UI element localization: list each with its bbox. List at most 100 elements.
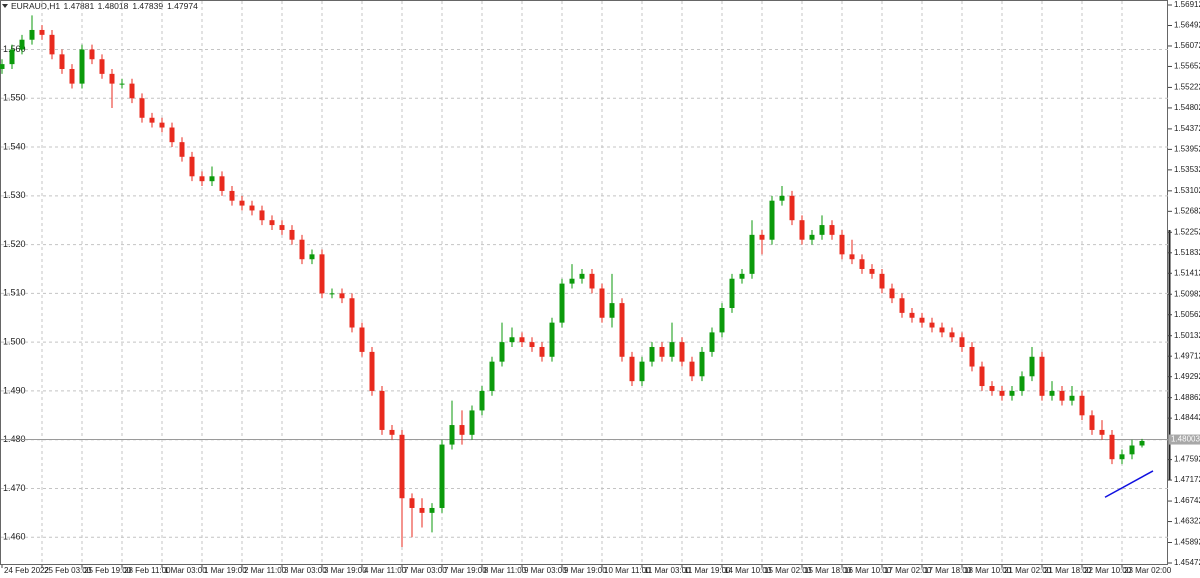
candle-body [69, 68, 75, 84]
x-tick-label: 15 Mar 02:00 [764, 566, 812, 575]
candle-body [739, 273, 745, 279]
candle-body [299, 239, 305, 260]
candle-body [369, 351, 375, 391]
x-tick-label: 16 Mar 10:00 [844, 566, 892, 575]
y-tick-label: 1.56492 [1174, 21, 1200, 30]
x-tick-label: 9 Mar 03:00 [524, 566, 567, 575]
candle-body [999, 390, 1005, 396]
candle-body [569, 278, 575, 284]
candle-body [49, 34, 55, 55]
grid-level-label: 1.560 [3, 44, 26, 54]
x-tick-label: 17 Mar 18:00 [924, 566, 972, 575]
candle-body [39, 29, 45, 35]
candle-body [579, 273, 585, 279]
candle-body [709, 332, 715, 352]
candle-body [239, 200, 245, 206]
candle-body [789, 195, 795, 221]
candle-body [539, 347, 545, 357]
x-tick-label: 11 Mar 19:00 [684, 566, 731, 575]
x-tick-label: 1 Mar 19:00 [204, 566, 247, 575]
candle-body [389, 429, 395, 435]
candle-body [949, 332, 955, 338]
candle-body [489, 361, 495, 391]
candle-body [9, 49, 15, 65]
candle-body [209, 176, 215, 182]
candle-body [849, 254, 855, 260]
candle-body [499, 342, 505, 362]
candle-body [1009, 390, 1015, 396]
candle-body [699, 351, 705, 377]
price-label-box [1169, 434, 1200, 445]
x-tick-label: 22 Mar 10:00 [1084, 566, 1132, 575]
symbol-dropdown[interactable] [2, 4, 8, 8]
candle-body [1029, 356, 1035, 377]
candle-body [639, 361, 645, 382]
candle-body [619, 303, 625, 357]
y-tick-label: 1.56072 [1174, 41, 1200, 50]
candle-body [479, 390, 485, 411]
x-tick-label: 17 Mar 02:00 [884, 566, 932, 575]
candle-body [649, 347, 655, 362]
x-tick-label: 7 Mar 03:00 [404, 566, 447, 575]
candle-body [19, 39, 25, 50]
candle-body [1099, 429, 1105, 435]
candle-body [1109, 434, 1115, 460]
x-tick-label: 14 Mar 10:00 [724, 566, 772, 575]
candle-body [829, 225, 835, 235]
candle-body [889, 288, 895, 299]
candle-body [459, 425, 465, 435]
candle-body [439, 444, 445, 508]
candle-body [809, 234, 815, 240]
candle-body [769, 200, 775, 240]
candle-body [979, 366, 985, 387]
candle-body [1139, 440, 1145, 446]
candle-body [549, 322, 555, 357]
candle-body [1059, 390, 1065, 401]
candle-body [909, 312, 915, 318]
x-tick-label: 18 Mar 10:00 [964, 566, 1012, 575]
candle-body [669, 342, 675, 357]
candle-body [959, 337, 965, 348]
y-tick-label: 1.47172 [1174, 475, 1200, 484]
y-tick-label: 1.56912 [1174, 0, 1200, 9]
candle-body [689, 361, 695, 377]
candle-body [189, 156, 195, 177]
x-tick-label: 11 Mar 03:00 [644, 566, 691, 575]
candle-body [729, 278, 735, 308]
y-tick-label: 1.53532 [1174, 165, 1200, 174]
x-tick-label: 25 Feb 03:00 [44, 566, 92, 575]
candle-body [629, 356, 635, 382]
candle-body [179, 142, 185, 157]
candle-body [939, 327, 945, 333]
candle-body [1119, 454, 1125, 460]
y-tick-label: 1.46742 [1174, 496, 1200, 505]
grid-level-label: 1.490 [3, 385, 26, 395]
y-tick-label: 1.50982 [1174, 289, 1200, 298]
price-label: 1.48003 [1171, 435, 1200, 444]
x-tick-label: 24 Feb 2022 [4, 566, 49, 575]
grid-level-label: 1.510 [3, 288, 26, 298]
x-tick-label: 28 Feb 11:00 [124, 566, 171, 575]
y-tick-label: 1.53102 [1174, 186, 1200, 195]
y-tick-label: 1.45472 [1174, 558, 1200, 567]
y-tick-label: 1.48442 [1174, 413, 1200, 422]
candle-body [129, 83, 135, 99]
candle-body [159, 122, 165, 128]
candle-body [89, 49, 95, 60]
y-tick-label: 1.49292 [1174, 372, 1200, 381]
grid-level-label: 1.520 [3, 239, 26, 249]
candle-body [969, 347, 975, 367]
grid-level-label: 1.470 [3, 483, 26, 493]
candle-body [589, 273, 595, 289]
candle-body [449, 425, 455, 445]
candle-body [229, 190, 235, 201]
candle-body [989, 386, 995, 391]
candle-body [1079, 395, 1085, 416]
candle-body [1039, 356, 1045, 396]
y-tick-label: 1.45892 [1174, 538, 1200, 547]
candle-body [1089, 415, 1095, 430]
candle-body [509, 337, 515, 343]
y-tick-label: 1.46322 [1174, 517, 1200, 526]
grid-level-label: 1.530 [3, 190, 26, 200]
